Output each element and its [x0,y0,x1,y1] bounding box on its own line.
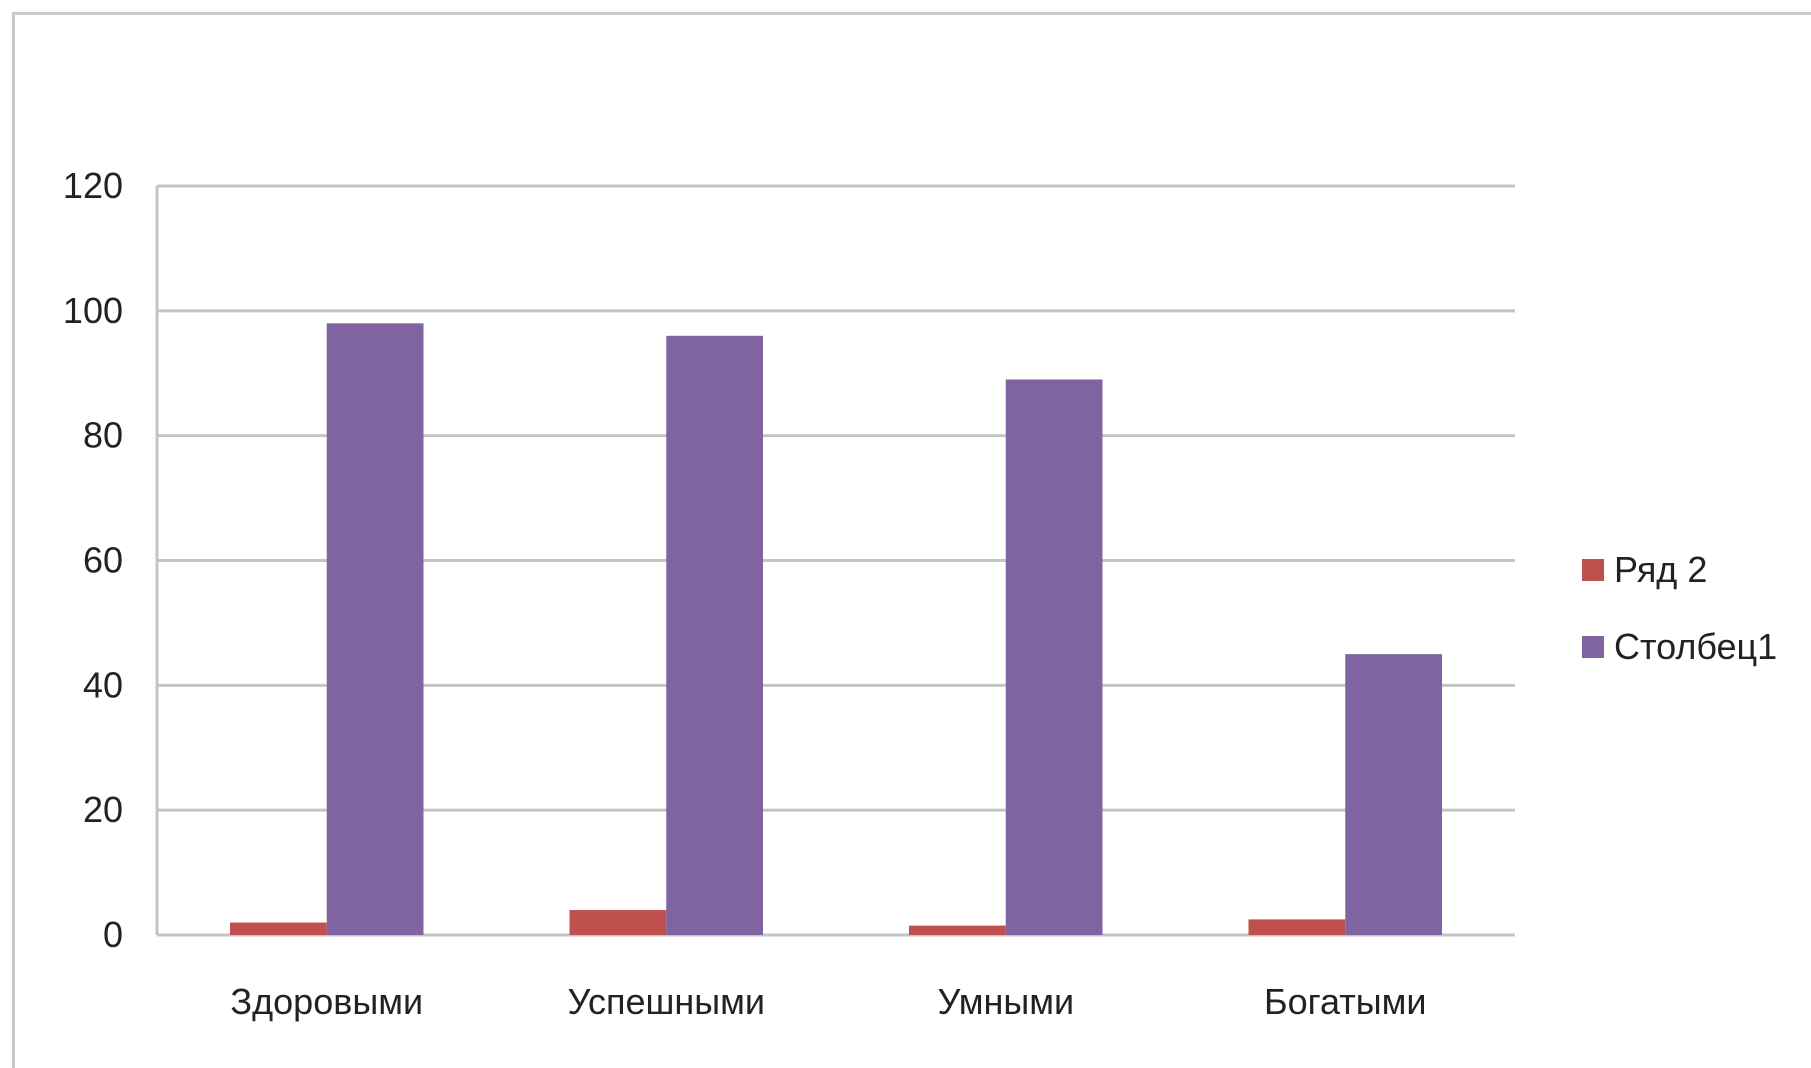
legend-swatch [1582,636,1604,658]
x-axis-category-labels: Здоровыми Успешными Умными Богатыми [230,981,1426,1022]
chart-frame [12,12,1811,1068]
y-tick-label: 120 [63,165,123,206]
x-category-label: Здоровыми [230,981,423,1022]
bar-series1 [229,922,327,935]
y-tick-label: 40 [83,664,123,705]
y-tick-label: 20 [83,789,123,830]
legend-label: Столбец1 [1614,626,1777,667]
bar-series1 [569,910,667,935]
x-category-label: Умными [937,981,1074,1022]
bar-series2 [666,335,764,935]
y-axis-tick-labels: 0 20 40 60 80 100 120 [63,165,123,955]
x-category-label: Успешными [568,981,765,1022]
bar-series2 [1005,379,1103,935]
y-tick-label: 0 [103,914,123,955]
legend: Ряд 2 Столбец1 [1582,549,1777,667]
bar-series2 [326,323,424,936]
bar-series2 [1345,654,1443,935]
y-tick-label: 100 [63,290,123,331]
bar-series1 [1248,919,1346,935]
x-category-label: Богатыми [1264,981,1426,1022]
legend-swatch [1582,559,1604,581]
bar-series1 [908,925,1006,935]
legend-label: Ряд 2 [1614,549,1707,590]
y-tick-label: 80 [83,415,123,456]
bars [229,323,1443,936]
y-tick-label: 60 [83,540,123,581]
